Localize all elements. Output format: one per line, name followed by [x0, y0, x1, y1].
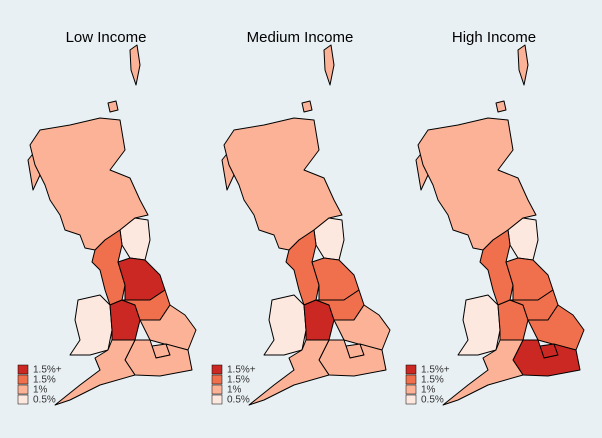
region: [69, 294, 113, 356]
map-title: Low Income: [66, 29, 147, 46]
island: [495, 100, 507, 113]
map-title: High Income: [452, 29, 536, 46]
legend-swatch: [405, 384, 417, 395]
region: [505, 257, 554, 301]
island: [517, 44, 529, 86]
island: [107, 100, 119, 113]
map-panel: High Income 1.5%+1.5%1%0.5%: [405, 29, 585, 406]
legend-label: 1.5%+: [421, 365, 450, 376]
island: [301, 100, 313, 113]
island: [323, 44, 335, 86]
region: [507, 217, 539, 261]
legend-label: 0.5%: [33, 395, 56, 406]
legend-swatch: [405, 364, 417, 375]
island: [129, 44, 141, 86]
legend-label: 1.5%+: [227, 365, 256, 376]
map-title: Medium Income: [247, 29, 354, 46]
region: [91, 229, 126, 306]
region: [311, 257, 360, 301]
legend-swatch: [405, 394, 417, 405]
region: [313, 217, 345, 261]
map-panel: Medium Income 1.5%+1.5%1%0.5%: [211, 29, 391, 406]
legend-label: 1%: [33, 385, 48, 396]
region: [248, 339, 330, 406]
legend-swatch: [211, 384, 223, 395]
region: [285, 229, 320, 306]
legend-swatch: [211, 374, 223, 385]
legend-swatch: [211, 394, 223, 405]
region: [54, 339, 136, 406]
legend-swatch: [211, 364, 223, 375]
legend-swatch: [405, 374, 417, 385]
legend-label: 0.5%: [227, 395, 250, 406]
region: [442, 339, 524, 406]
region: [117, 257, 166, 301]
legend-label: 1.5%+: [33, 365, 62, 376]
region: [263, 294, 307, 356]
legend-swatch: [17, 384, 29, 395]
legend-label: 0.5%: [421, 395, 444, 406]
map-panel: Low Income 1.5%+1.5%1%0.5%: [17, 29, 197, 406]
legend-swatch: [17, 374, 29, 385]
legend-label: 1.5%: [33, 375, 56, 386]
legend-swatch: [17, 394, 29, 405]
legend-label: 1.5%: [421, 375, 444, 386]
region: [457, 294, 501, 356]
legend-label: 1.5%: [227, 375, 250, 386]
legend-label: 1%: [421, 385, 436, 396]
region: [119, 217, 151, 261]
legend-swatch: [17, 364, 29, 375]
region: [479, 229, 514, 306]
legend-label: 1%: [227, 385, 242, 396]
